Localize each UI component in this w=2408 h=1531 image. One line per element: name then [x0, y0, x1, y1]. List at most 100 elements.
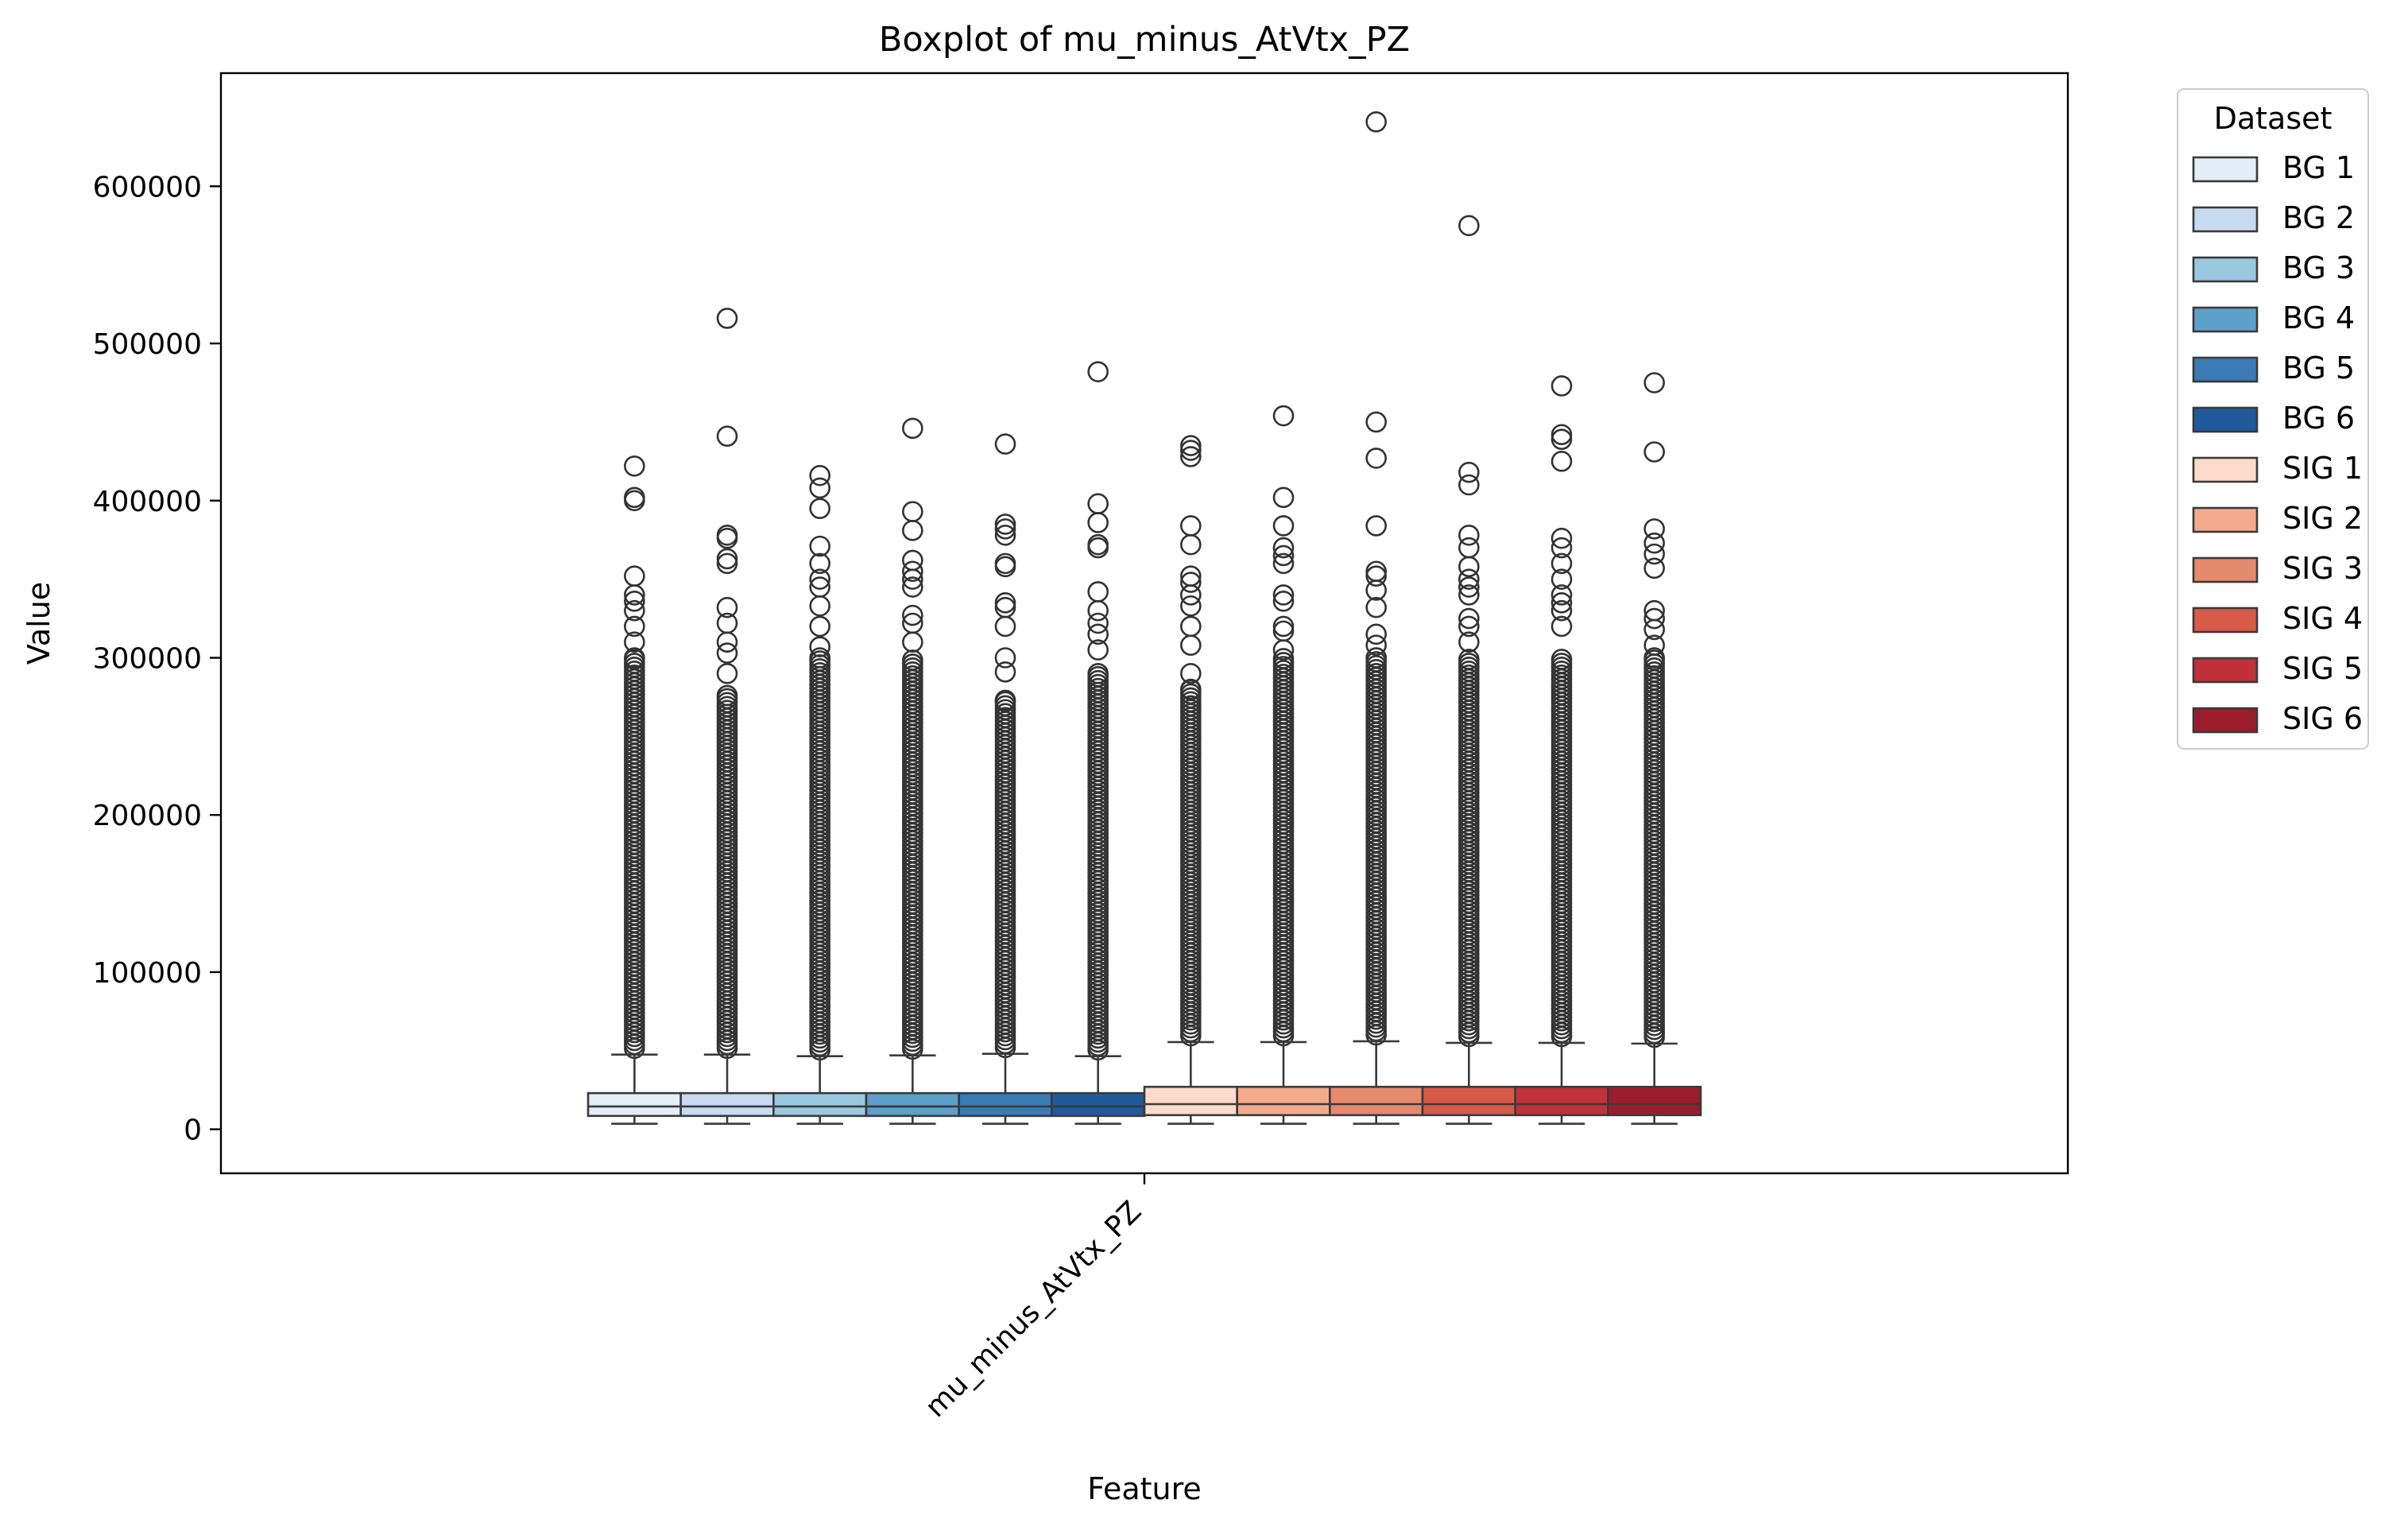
outlier-point — [1180, 595, 1202, 617]
outlier-point — [1550, 424, 1573, 446]
outlier-point — [1087, 361, 1109, 382]
outlier-point — [809, 477, 830, 499]
outlier-point — [1365, 647, 1387, 669]
outlier-point — [1272, 584, 1295, 606]
box-body — [587, 1091, 682, 1118]
outlier-point — [624, 631, 645, 653]
box-bg-3 — [772, 464, 868, 1126]
box-sig-1 — [1143, 435, 1238, 1126]
outlier-point — [1087, 599, 1109, 622]
legend-swatch — [2192, 506, 2259, 533]
outlier-point — [624, 615, 645, 638]
legend-swatch — [2192, 456, 2259, 483]
outlier-point — [1087, 612, 1109, 634]
outlier-point — [994, 556, 1016, 578]
outlier-point — [1458, 615, 1480, 638]
outlier-point — [809, 568, 830, 590]
y-tick-label: 400000 — [93, 486, 202, 518]
outlier-point — [902, 520, 923, 541]
chart-title: Boxplot of mu_minus_AtVtx_PZ — [879, 20, 1410, 60]
legend-swatch — [2192, 406, 2259, 433]
legend-swatch — [2192, 657, 2259, 684]
outlier-point — [716, 308, 738, 329]
box-body — [1143, 1085, 1238, 1117]
outlier-point — [902, 568, 923, 590]
legend-swatch — [2192, 707, 2259, 734]
outlier-point — [1458, 524, 1480, 546]
outlier-point — [716, 596, 738, 618]
legend-label: BG 3 — [2282, 250, 2355, 285]
outlier-point — [1550, 591, 1573, 614]
outlier-point — [902, 631, 923, 653]
outlier-point — [994, 647, 1016, 669]
outlier-point — [994, 524, 1016, 546]
outlier-point — [1180, 446, 1202, 467]
outlier-point — [1180, 678, 1202, 700]
box-bg-5 — [958, 433, 1053, 1126]
outlier-point — [1458, 556, 1480, 578]
outlier-point — [1550, 451, 1573, 472]
legend-swatch — [2192, 306, 2259, 333]
outlier-point — [624, 591, 645, 612]
outlier-point — [1180, 662, 1202, 684]
outlier-point — [1180, 435, 1202, 456]
outlier-point — [1180, 584, 1202, 606]
outlier-point — [809, 464, 830, 486]
outlier-point — [1087, 639, 1109, 661]
legend-label: SIG 3 — [2282, 551, 2363, 586]
outlier-point — [809, 535, 830, 557]
outlier-point — [1550, 615, 1573, 638]
box-body — [1236, 1085, 1331, 1117]
legend-swatch — [2192, 356, 2259, 383]
outlier-point — [1643, 557, 1665, 579]
outlier-point — [902, 560, 923, 583]
outlier-point — [994, 689, 1016, 711]
outlier-point — [994, 661, 1016, 683]
outlier-point — [902, 417, 923, 440]
legend-label: BG 5 — [2282, 351, 2355, 386]
box-body — [958, 1091, 1053, 1118]
box-body — [865, 1091, 960, 1118]
outlier-point — [1272, 639, 1295, 661]
outlier-point — [1272, 405, 1295, 427]
outlier-point — [1180, 572, 1202, 593]
outlier-point — [1365, 110, 1387, 133]
outlier-point — [1458, 474, 1480, 496]
legend-title: Dataset — [2214, 101, 2333, 136]
outlier-point — [1365, 448, 1387, 469]
box-bg-6 — [1051, 361, 1146, 1126]
outlier-point — [1643, 618, 1665, 641]
outlier-point — [1458, 631, 1480, 653]
outlier-point — [994, 591, 1016, 614]
box-body — [1607, 1085, 1702, 1117]
outlier-point — [1643, 607, 1665, 630]
legend-swatch — [2192, 156, 2259, 183]
box-sig-2 — [1236, 405, 1331, 1126]
outlier-point — [902, 576, 923, 598]
box-body — [772, 1091, 868, 1118]
outlier-point — [902, 604, 923, 626]
y-tick-label: 600000 — [93, 171, 202, 203]
outlier-point — [1643, 543, 1665, 565]
legend-swatch — [2192, 607, 2259, 634]
outlier-point — [1550, 375, 1573, 397]
legend-swatch — [2192, 556, 2259, 583]
legend-label: SIG 2 — [2282, 501, 2363, 536]
outlier-point — [1365, 411, 1387, 433]
outlier-point — [1550, 599, 1573, 622]
outlier-point — [994, 615, 1016, 638]
legend-swatch — [2192, 256, 2259, 283]
outlier-point — [1365, 515, 1387, 537]
outlier-point — [716, 425, 738, 448]
outlier-point — [624, 599, 645, 622]
outlier-point — [1272, 515, 1295, 537]
outlier-point — [624, 647, 645, 669]
outlier-point — [1272, 591, 1295, 612]
y-tick-label: 200000 — [93, 800, 202, 832]
outlier-point — [994, 433, 1016, 455]
box-body — [1051, 1091, 1146, 1118]
box-body — [1514, 1085, 1609, 1117]
outlier-point — [716, 527, 738, 549]
outlier-point — [809, 595, 830, 617]
